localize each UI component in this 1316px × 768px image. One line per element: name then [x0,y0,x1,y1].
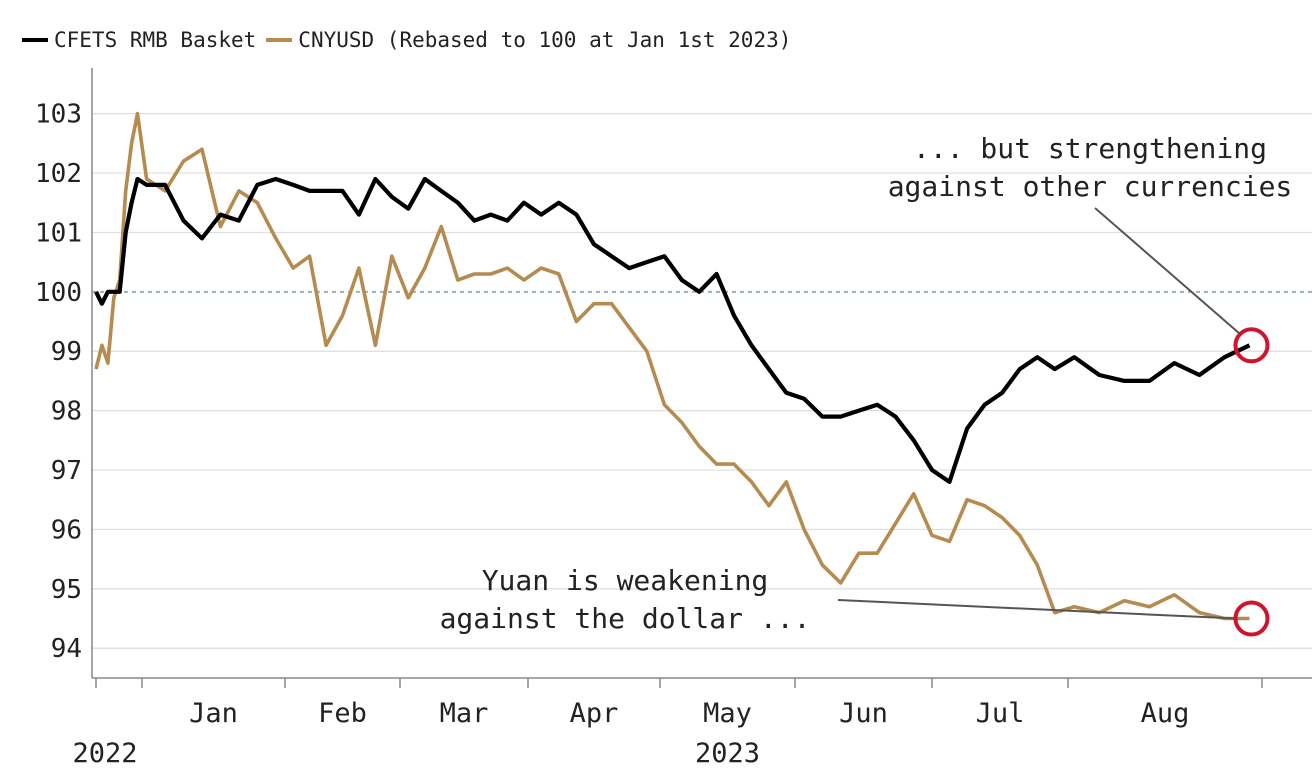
y-tick-label: 94 [51,634,82,664]
series-line-cnyusd [94,111,1250,621]
annotation-text: against other currencies [888,170,1293,203]
annotation-leader-line [837,599,1237,620]
annotation-text: against the dollar ... [440,602,811,635]
x-year-label: 2023 [695,738,760,768]
x-tick-label: Jul [976,698,1025,729]
legend-swatch-cfets [22,38,48,42]
legend-item-cnyusd: CNYUSD (Rebased to 100 at Jan 1st 2023) [266,28,791,52]
legend-swatch-cnyusd [266,38,293,42]
x-axis: Jan Feb Mar Apr May Jun Jul Aug 2022 2023 [72,68,1312,768]
annotation-leader-line [1094,207,1243,337]
highlight-circle-cnyusd [1233,600,1270,637]
chart-legend: CFETS RMB Basket CNYUSD (Rebased to 100 … [22,28,801,52]
y-tick-label: 95 [51,575,82,605]
x-tick-label: Feb [318,698,367,729]
y-tick-label: 98 [51,397,82,427]
x-tick-label: Mar [440,698,489,729]
annotation-text: ... but strengthening [913,132,1267,165]
x-tick-label: Apr [570,698,619,729]
x-year-label: 2022 [72,738,137,768]
y-tick-label: 103 [35,100,82,130]
highlight-circle-cfets [1233,327,1270,364]
y-tick-label: 102 [35,159,82,189]
x-tick-label: Jan [189,698,238,729]
y-tick-label: 101 [35,218,82,248]
y-axis-ticks: 94 95 96 97 98 99 100 101 102 103 [35,100,82,665]
x-tick-label: Aug [1141,698,1190,729]
series-line-cfets [94,176,1251,484]
y-tick-label: 100 [35,278,82,308]
legend-item-cfets: CFETS RMB Basket [22,28,256,52]
x-tick-label: Jun [839,698,888,729]
y-tick-label: 99 [51,337,82,367]
legend-label-cnyusd: CNYUSD (Rebased to 100 at Jan 1st 2023) [298,28,792,52]
y-tick-label: 97 [51,456,82,486]
x-tick-label: May [703,698,752,729]
chart-series-lines [94,111,1251,621]
chart-annotations: ... but strengthening against other curre… [440,132,1293,637]
legend-label-cfets: CFETS RMB Basket [54,28,257,52]
y-tick-label: 96 [51,515,82,545]
annotation-text: Yuan is weakening [482,564,769,597]
